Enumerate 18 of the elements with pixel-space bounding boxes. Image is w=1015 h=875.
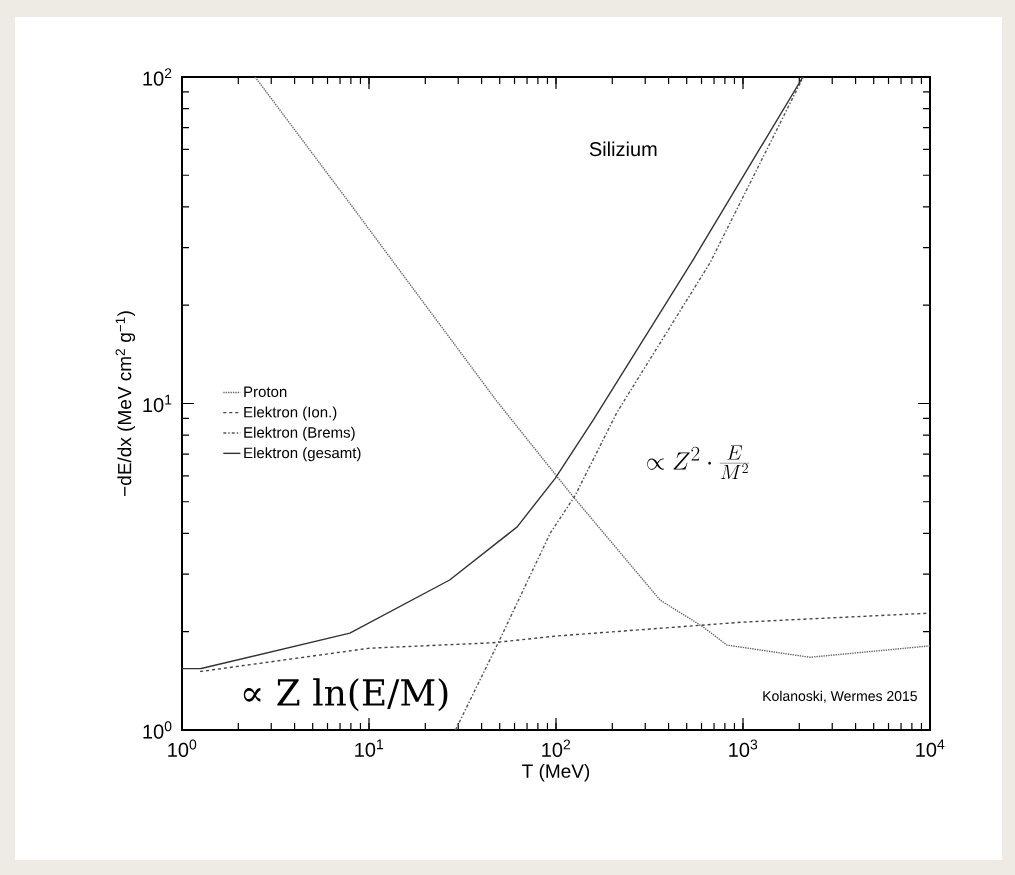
annotation: $\propto Z^{2}\cdot\frac{E}{M^{2}}$ xyxy=(647,445,750,480)
x-tick-label: 10$^{1}$ xyxy=(355,739,384,757)
x-tick-label: 10$^{3}$ xyxy=(729,739,758,758)
y-tick-label: 10$^{0}$ xyxy=(143,721,172,739)
y-tick-label: 10$^{1}$ xyxy=(143,394,172,413)
legend-label: Elektron (Ion.) xyxy=(244,406,337,421)
x-tick-label: 10$^{2}$ xyxy=(542,739,571,758)
legend-label: Proton xyxy=(244,386,287,398)
annotation: Kolanoski, Wermes 2015 xyxy=(763,690,917,703)
legend-label: Elektron (gesamt) xyxy=(244,447,361,462)
x-tick-label: 10$^{0}$ xyxy=(168,739,197,758)
text: Silizium xyxy=(589,141,657,157)
legend-label: Elektron (Brems) xyxy=(244,426,355,441)
x-tick-label: 10$^{4}$ xyxy=(916,739,945,757)
x-axis-title: T (MeV) xyxy=(522,763,590,782)
y-axis-title: −dE/dx (MeV cm$^{2}$ g$^{−1}$) xyxy=(115,311,136,496)
annotation: ∝ Z ln(E/M) xyxy=(243,678,448,712)
y-tick-label: 10$^{2}$ xyxy=(143,68,172,86)
